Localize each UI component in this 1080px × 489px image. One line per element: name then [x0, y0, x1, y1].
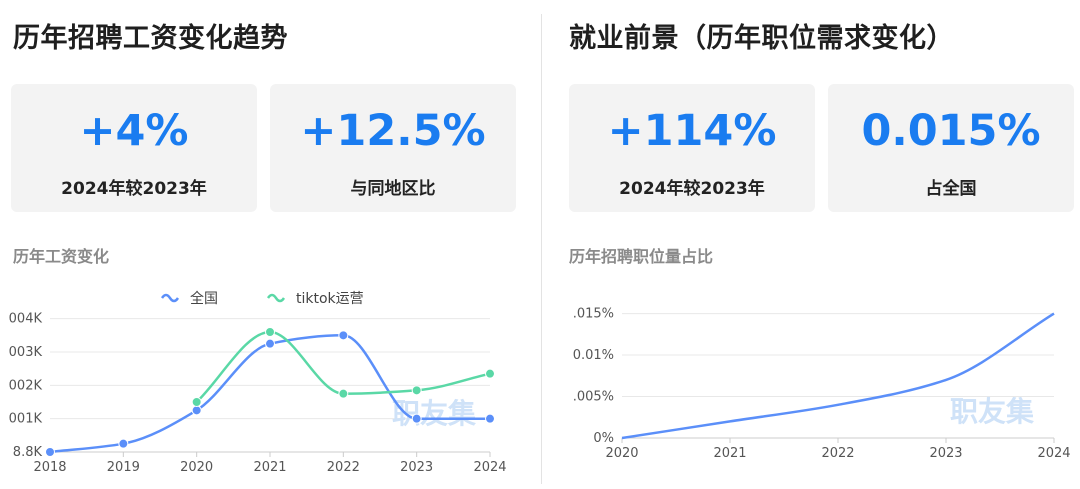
data-point — [411, 413, 422, 424]
x-tick-label: 2024 — [1037, 446, 1070, 461]
y-tick-label: 0.01% — [573, 348, 614, 363]
job-share-line-chart: 0% .005% 0.01% .015% 2020 2021 2022 2023 2024 职友集 — [573, 307, 1071, 461]
salary-trend-title: 历年招聘工资变化趋势 — [13, 23, 288, 54]
data-point — [191, 397, 202, 407]
stat-value: +114% — [607, 106, 777, 156]
stat-card-yoy: +114% 2024年较2023年 — [569, 84, 815, 212]
legend-label: tiktok运营 — [296, 291, 364, 307]
x-tick-label: 2022 — [327, 460, 360, 475]
job-outlook-title: 就业前景（历年职位需求变化） — [569, 23, 954, 54]
data-point — [338, 330, 349, 341]
legend-swatch-icon — [266, 293, 286, 303]
data-point — [45, 447, 55, 457]
data-point — [338, 388, 349, 399]
salary-trend-panel: 历年招聘工资变化趋势 +4% 2024年较2023年 +12.5% 与同地区比 … — [9, 23, 516, 475]
stat-label: 占全国 — [925, 179, 977, 199]
panel-divider — [541, 14, 542, 484]
x-tick-label: 2020 — [605, 446, 638, 461]
data-point — [411, 385, 422, 396]
legend-swatch-icon — [160, 293, 180, 303]
series-line — [49, 334, 490, 454]
x-tick-label: 2018 — [33, 460, 66, 475]
job-outlook-panel: 就业前景（历年职位需求变化） +114% 2024年较2023年 0.015% … — [557, 0, 1080, 489]
stat-value: 0.015% — [861, 106, 1041, 156]
y-tick-label: 003K — [9, 345, 43, 360]
series-line — [621, 312, 1055, 440]
data-point — [118, 438, 129, 449]
watermark: 职友集 — [950, 395, 1034, 428]
x-tick-label: 2021 — [253, 460, 286, 475]
x-tick-label: 2019 — [107, 460, 140, 475]
x-tick-label: 2023 — [929, 446, 962, 461]
stat-value: +12.5% — [300, 106, 486, 156]
data-point — [485, 368, 495, 379]
x-tick-label: 2020 — [180, 460, 213, 475]
data-point — [265, 338, 275, 349]
stat-label: 2024年较2023年 — [61, 179, 207, 199]
series-line — [195, 330, 491, 403]
y-tick-label: 004K — [9, 312, 43, 327]
stat-card-national-share: 0.015% 占全国 — [828, 84, 1074, 212]
stat-value: +4% — [79, 106, 189, 156]
data-point — [191, 405, 202, 416]
x-tick-label: 2024 — [473, 460, 506, 475]
x-tick-label: 2023 — [400, 460, 433, 475]
y-tick-label: 0% — [593, 431, 614, 446]
salary-chart-subtitle: 历年工资变化 — [13, 247, 110, 266]
y-tick-label: 002K — [9, 378, 43, 393]
stat-card-yoy: +4% 2024年较2023年 — [11, 84, 257, 212]
y-tick-label: 001K — [9, 412, 43, 427]
y-tick-label: .005% — [573, 390, 614, 405]
legend-label: 全国 — [190, 290, 218, 307]
salary-line-chart: 8.8K 001K 002K 003K 004K 2018 2019 2020 2021 2022… — [9, 290, 507, 475]
data-point — [265, 327, 275, 337]
y-tick-label: .015% — [573, 307, 614, 322]
stat-label: 2024年较2023年 — [619, 179, 765, 199]
x-tick-label: 2021 — [713, 446, 746, 461]
y-tick-label: 8.8K — [13, 445, 43, 460]
stat-label: 与同地区比 — [350, 179, 436, 199]
data-point — [485, 413, 495, 424]
job-share-chart-subtitle: 历年招聘职位量占比 — [569, 247, 714, 266]
stat-card-region: +12.5% 与同地区比 — [270, 84, 516, 212]
x-tick-label: 2022 — [821, 446, 854, 461]
